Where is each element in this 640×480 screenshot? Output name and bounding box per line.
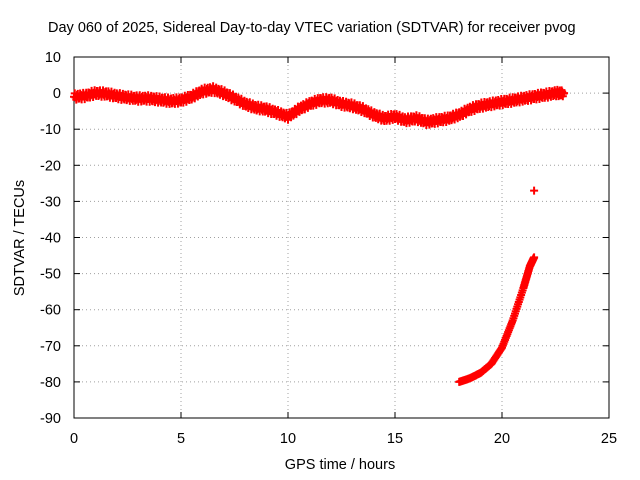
y-tick-label: -80 xyxy=(40,375,61,391)
y-tick-label: -70 xyxy=(40,339,61,355)
y-tick-label: -30 xyxy=(40,194,61,210)
data-point xyxy=(530,186,539,195)
y-tick-label: -40 xyxy=(40,231,61,247)
y-tick-label: -10 xyxy=(40,122,61,138)
y-tick-label: -90 xyxy=(40,411,61,427)
x-tick-label: 5 xyxy=(177,431,185,447)
data-point xyxy=(560,89,569,98)
x-tick-label: 0 xyxy=(70,431,78,447)
y-tick-label: 0 xyxy=(53,86,61,102)
y-tick-label: -20 xyxy=(40,158,61,174)
y-tick-label: -60 xyxy=(40,303,61,319)
x-tick-label: 25 xyxy=(601,431,617,447)
x-tick-label: 20 xyxy=(494,431,510,447)
x-tick-label: 15 xyxy=(387,431,403,447)
chart-title: Day 060 of 2025, Sidereal Day-to-day VTE… xyxy=(48,20,576,36)
y-tick-label: -50 xyxy=(40,267,61,283)
x-tick-label: 10 xyxy=(280,431,296,447)
y-axis-label: SDTVAR / TECUs xyxy=(12,179,28,297)
data-point xyxy=(530,253,539,262)
y-tick-label: 10 xyxy=(45,50,61,66)
x-axis-label: GPS time / hours xyxy=(284,457,396,473)
